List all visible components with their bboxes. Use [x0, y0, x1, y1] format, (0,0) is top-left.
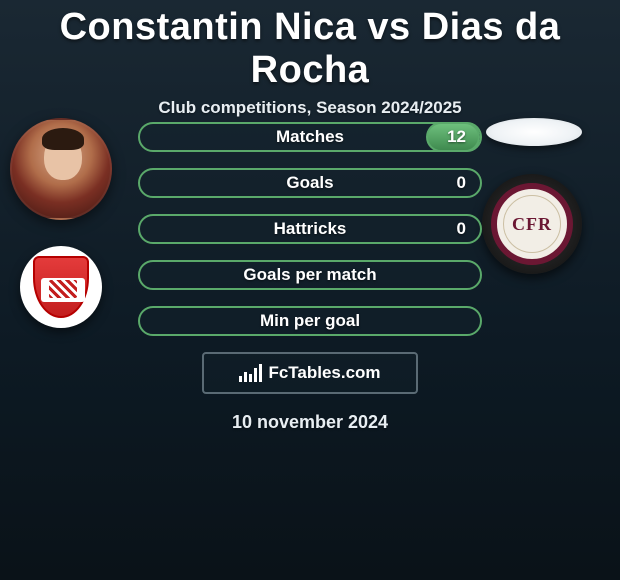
stat-value: 12 — [447, 127, 466, 147]
club-crest-right: CFR — [482, 174, 582, 274]
player-photo-right-placeholder — [486, 118, 582, 146]
comparison-title: Constantin Nica vs Dias da Rocha — [0, 0, 620, 92]
club-crest-left — [20, 246, 102, 328]
stat-value: 0 — [457, 173, 466, 193]
brand-badge: FcTables.com — [202, 352, 418, 394]
right-column: CFR — [482, 118, 602, 274]
cfr-text: CFR — [512, 214, 552, 235]
stat-row-goals-per-match: Goals per match — [138, 260, 482, 290]
stat-row-hattricks: Hattricks 0 — [138, 214, 482, 244]
cfr-ring-icon: CFR — [491, 183, 573, 265]
player-photo-left — [10, 118, 112, 220]
stat-label: Goals per match — [243, 265, 376, 285]
stat-value: 0 — [457, 219, 466, 239]
stat-row-matches: Matches 12 — [138, 122, 482, 152]
stats-block: Matches 12 Goals 0 Hattricks 0 Goals per… — [138, 122, 482, 433]
stat-label: Hattricks — [274, 219, 347, 239]
stat-label: Matches — [276, 127, 344, 147]
brand-text: FcTables.com — [268, 363, 380, 383]
bar-chart-icon — [239, 364, 262, 382]
snapshot-date: 10 november 2024 — [138, 412, 482, 433]
stat-label: Min per goal — [260, 311, 360, 331]
left-column — [10, 118, 130, 328]
shield-icon — [33, 256, 89, 318]
comparison-subtitle: Club competitions, Season 2024/2025 — [0, 98, 620, 118]
stat-row-min-per-goal: Min per goal — [138, 306, 482, 336]
stat-label: Goals — [286, 173, 333, 193]
stat-row-goals: Goals 0 — [138, 168, 482, 198]
